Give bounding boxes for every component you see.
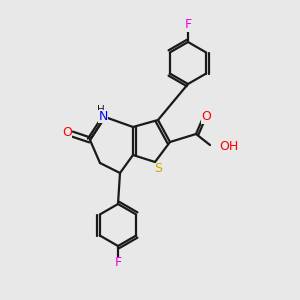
Text: F: F [184,19,192,32]
Text: H: H [97,105,105,115]
Text: F: F [114,256,122,269]
Text: S: S [154,163,162,176]
Text: O: O [201,110,211,124]
Text: N: N [98,110,108,122]
Text: OH: OH [219,140,238,152]
Text: O: O [62,127,72,140]
